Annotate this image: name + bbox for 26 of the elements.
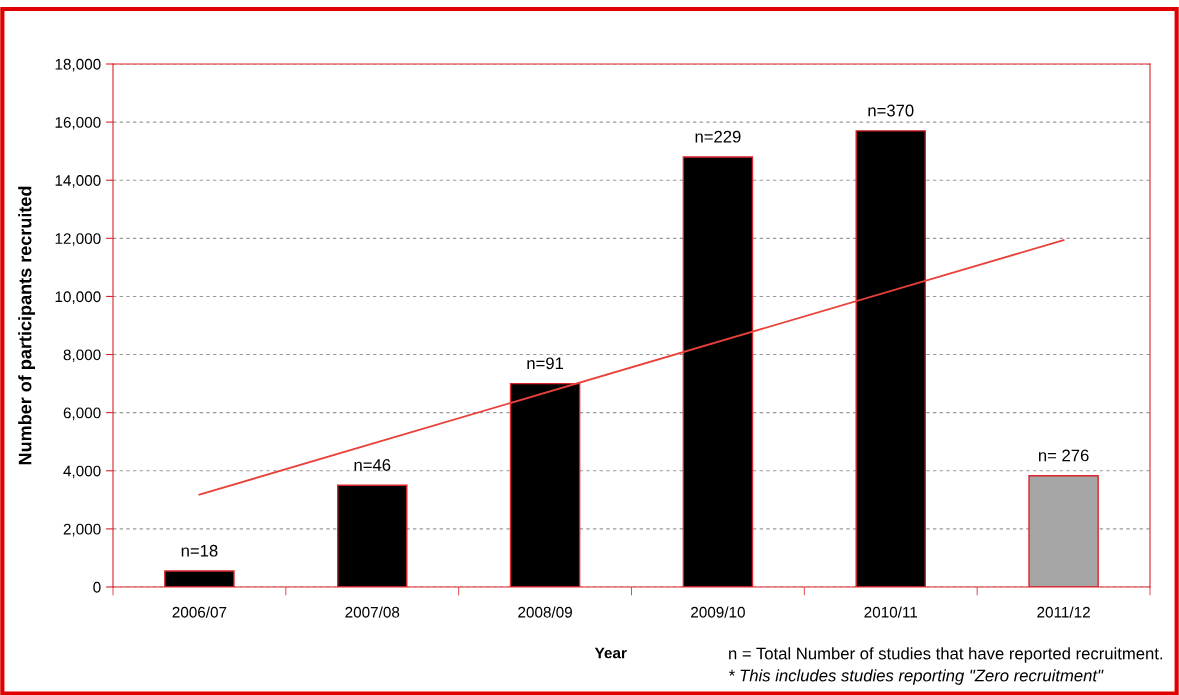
x-tick-label: 2006/07: [172, 606, 227, 618]
y-tick-label: 4,000: [63, 465, 101, 479]
annotation: n= 276: [1038, 449, 1089, 462]
y-tick-label: 12,000: [55, 233, 101, 246]
y-tick-label: 16,000: [55, 116, 101, 130]
x-tick-label: 2011/12: [1037, 606, 1090, 618]
annotation: n=18: [181, 544, 218, 557]
annotation: n=46: [354, 459, 391, 471]
annotation: n=229: [695, 130, 741, 143]
y-tick-label: 2,000: [63, 523, 101, 537]
y-tick-label: 18,000: [55, 58, 101, 72]
annotation: n=370: [868, 104, 914, 117]
x-tick-label: 2008/09: [518, 606, 572, 618]
y-tick-label: 10,000: [55, 291, 101, 304]
y-tick-label: 6,000: [63, 407, 101, 421]
y-tick-label: 8,000: [63, 349, 101, 363]
annotation: n=91: [527, 357, 564, 370]
y-tick-label: 0: [93, 581, 101, 593]
text: * This includes studies reporting "Zero recruitment": [728, 669, 1104, 685]
y-tick-label: 14,000: [55, 175, 101, 188]
x-axis-title: Year: [594, 647, 627, 659]
x-tick-label: 2009/10: [691, 606, 745, 618]
x-tick-label: 2010/11: [864, 606, 918, 618]
x-tick-label: 2007/08: [345, 606, 400, 618]
text: n = Total Number of studies that have reported recruitment.: [729, 647, 1163, 663]
y-axis-title: Number of participants recruited: [18, 186, 36, 465]
